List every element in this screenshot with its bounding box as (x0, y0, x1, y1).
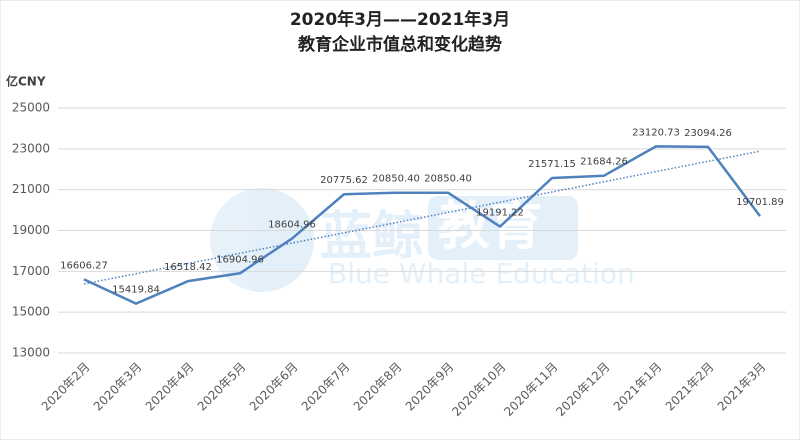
y-tick-label: 15000 (12, 305, 50, 319)
data-label: 16518.42 (164, 262, 212, 273)
y-tick-label: 13000 (12, 346, 50, 360)
watermark-word: 教育 (438, 197, 542, 257)
y-axis-label: 亿CNY (6, 74, 46, 89)
data-label: 21571.15 (528, 159, 576, 170)
chart-subtitle: 教育企业市值总和变化趋势 (297, 34, 502, 55)
watermark-box (428, 196, 578, 260)
y-tick-label: 19000 (12, 223, 50, 237)
data-label: 23120.73 (632, 127, 680, 138)
chart-title: 2020年3月——2021年3月 (290, 9, 510, 30)
data-label: 21684.26 (580, 157, 628, 168)
data-label: 19191.22 (476, 208, 524, 219)
data-label: 15419.84 (112, 285, 160, 296)
watermark-logo (210, 188, 314, 292)
watermark-brand: 蓝鲸 (320, 207, 424, 267)
data-label: 20775.62 (320, 175, 368, 186)
data-label: 16606.27 (60, 260, 108, 271)
y-tick-label: 25000 (12, 101, 50, 115)
y-tick-label: 21000 (12, 182, 50, 196)
y-tick-label: 17000 (12, 264, 50, 278)
data-line (83, 145, 761, 305)
y-tick-label: 23000 (12, 141, 50, 155)
data-label: 19701.89 (736, 197, 784, 208)
data-label: 18604.96 (268, 220, 316, 231)
watermark-english: Blue Whale Education (328, 257, 635, 290)
data-label: 20850.40 (424, 174, 472, 185)
data-label: 16904.96 (216, 254, 264, 265)
trendline (83, 150, 761, 285)
data-label: 20850.40 (372, 174, 420, 185)
data-label: 23094.26 (684, 128, 732, 139)
watermark: 蓝鲸 教育 Blue Whale Education (210, 188, 635, 292)
